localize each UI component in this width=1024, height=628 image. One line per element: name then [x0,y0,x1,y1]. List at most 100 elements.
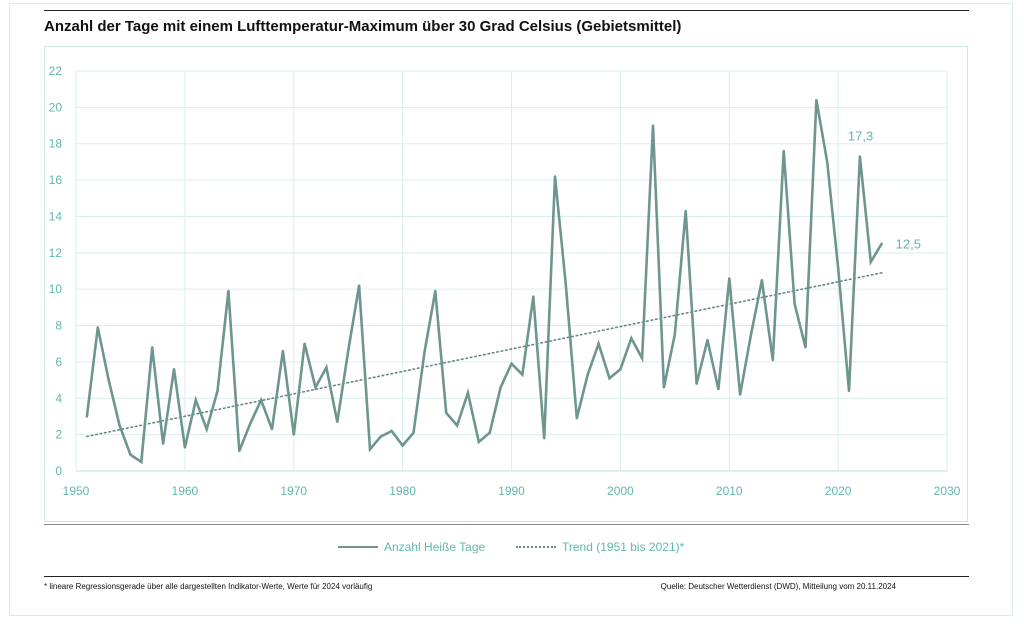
legend: Anzahl Heiße Tage Trend (1951 bis 2021)* [0,540,1024,560]
data-point [738,393,742,396]
data-point [597,342,600,345]
legend-item-trend: Trend (1951 bis 2021)* [516,540,684,554]
data-point [553,175,557,178]
data-point [826,160,829,164]
y-tick-label: 10 [49,282,63,296]
data-point [836,266,840,269]
data-point [706,338,709,342]
data-point [858,155,862,158]
data-point [662,386,666,389]
legend-item-series: Anzahl Heiße Tage [338,540,485,554]
data-point [423,351,426,355]
data-point [488,431,491,435]
data-point [161,442,165,445]
data-point [357,284,361,287]
plot-border [44,46,968,522]
y-tick-label: 14 [49,209,63,223]
data-point [542,437,546,440]
data-point [695,382,698,385]
legend-label-trend: Trend (1951 bis 2021)* [562,540,685,554]
series-line-hot-days [85,99,883,465]
data-point [336,420,339,424]
x-tick-label: 2010 [716,484,743,498]
data-point [379,435,383,438]
source-note: Quelle: Deutscher Wetterdienst (DWD), Mi… [660,582,896,591]
data-point [684,209,687,213]
data-point [172,367,176,371]
data-point [619,367,622,371]
data-point [183,446,187,449]
data-point [651,124,655,127]
data-point [608,377,611,380]
legend-swatch-dotted [516,546,556,548]
data-point [85,415,89,418]
x-tick-label: 1960 [172,484,199,498]
data-label: 12,5 [896,237,921,252]
data-point [96,326,99,329]
top-rule [44,10,969,11]
footer-rule [44,576,969,577]
chart-frame [9,3,1013,616]
data-point [325,366,328,369]
data-point [412,431,415,435]
y-tick-label: 18 [49,137,63,151]
x-tick-label: 1980 [389,484,416,498]
data-point [249,422,252,425]
data-point [281,349,285,353]
legend-swatch-solid [338,546,378,548]
data-point [151,346,154,349]
data-point [499,386,502,389]
x-tick-label: 2020 [825,484,852,498]
data-point [793,302,796,305]
data-point [205,427,208,431]
y-tick-label: 2 [55,428,62,442]
x-tick-label: 1950 [63,484,90,498]
data-point [401,444,404,447]
x-tick-label: 1970 [280,484,307,498]
data-point [771,358,774,362]
data-point [238,449,241,453]
data-point [532,295,535,298]
data-point [107,378,110,382]
data-point [728,277,731,280]
data-label: 17,3 [848,128,873,143]
data-point [880,242,883,245]
data-point [270,427,274,431]
y-tick-label: 6 [55,355,62,369]
data-point [118,424,121,427]
data-point [564,284,568,287]
data-point [346,349,350,353]
data-point [216,389,219,393]
data-point [575,417,579,420]
data-point [292,433,295,436]
data-point [368,447,372,451]
y-tick-label: 20 [49,100,63,114]
legend-top-rule [44,524,969,525]
data-point [466,391,470,395]
data-point [314,386,317,389]
legend-label-series: Anzahl Heiße Tage [384,540,486,554]
data-point [717,387,720,391]
data-point [390,429,393,433]
data-point [640,357,644,360]
data-point [434,289,437,293]
x-tick-label: 1990 [498,484,525,498]
data-point [804,346,807,349]
data-point [782,149,785,153]
data-point [455,424,459,427]
data-point [760,278,764,282]
chart-title: Anzahl der Tage mit einem Lufttemperatur… [44,18,682,35]
data-point [521,373,524,376]
x-tick-label: 2030 [934,484,961,498]
data-point [586,373,589,376]
data-point [673,333,677,336]
y-tick-label: 4 [55,391,62,405]
data-point [444,411,448,415]
data-point [259,398,263,402]
data-point [477,440,481,444]
y-tick-label: 16 [49,173,63,187]
data-point [630,337,633,340]
data-point [194,398,197,402]
trend-line [86,272,883,438]
